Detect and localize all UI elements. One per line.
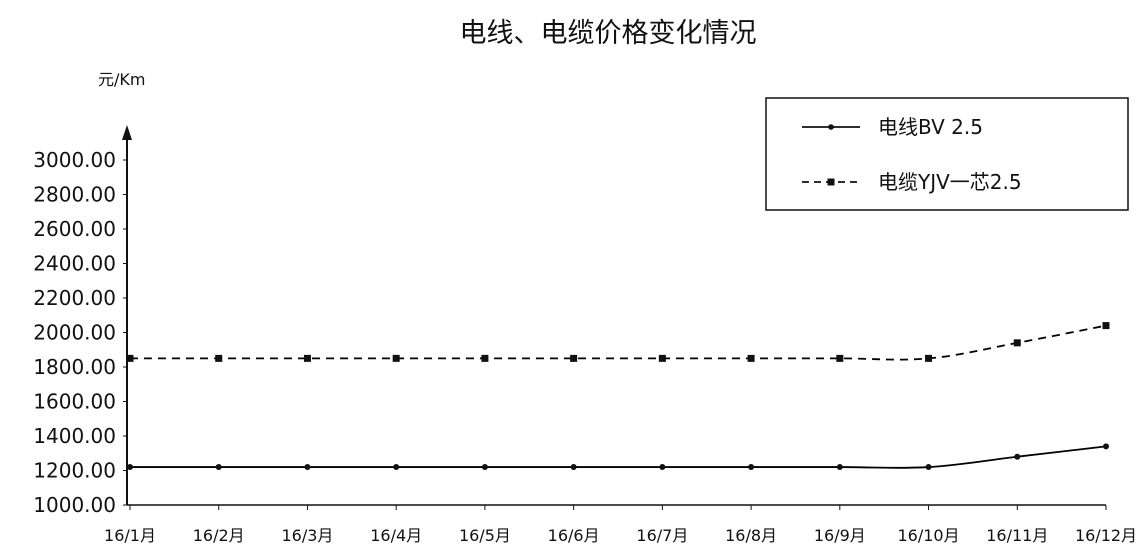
x-tick-label: 16/2月 [193,526,245,545]
legend-marker-cable [827,178,835,186]
x-tick-label: 16/8月 [725,526,777,545]
y-tick-label: 2200.00 [33,286,116,310]
legend: 电线BV 2.5 电缆YJV一芯2.5 [765,97,1129,211]
series-0-point [304,464,311,471]
legend-label-electric-wire: 电线BV 2.5 [878,115,983,139]
y-tick-label: 3000.00 [33,148,116,172]
series-1-point [303,354,311,362]
series-0-point [659,464,666,471]
series-1-point [392,354,400,362]
x-tick-label: 16/3月 [281,526,333,545]
legend-label-cable: 电缆YJV一芯2.5 [878,170,1022,194]
y-tick-label: 1600.00 [33,390,116,414]
series-1-point [658,354,666,362]
x-tick-label: 16/11月 [986,526,1048,545]
series-1-point [481,354,489,362]
y-tick-label: 1400.00 [33,424,116,448]
chart-title: 电线、电缆价格变化情况 [460,18,757,49]
y-tick-label: 2000.00 [33,321,116,345]
legend-marker-electric-wire [828,124,834,130]
series-0-point [925,464,932,471]
x-tick-label: 16/9月 [814,526,866,545]
series-layer [126,322,1110,471]
y-tick-label: 2800.00 [33,183,116,207]
series-0-point [127,464,133,471]
x-tick-label: 16/7月 [636,526,688,545]
x-tick-label: 16/10月 [897,526,959,545]
series-0-point [393,464,400,471]
series-0-point [481,464,488,471]
y-axis-ticks: 1000.00 1200.00 1400.00 1600.00 1800.00 2000.… [33,148,127,517]
series-0-point [748,464,755,471]
y-tick-label: 1200.00 [33,459,116,483]
legend-box [765,97,1129,211]
x-tick-label: 16/1月 [104,526,156,545]
series-1-point [747,354,755,362]
y-tick-label: 1800.00 [33,355,116,379]
y-axis-arrow-icon [122,125,132,140]
y-tick-label: 1000.00 [33,493,116,517]
x-tick-label: 16/12月 [1075,526,1137,545]
series-0-point [1014,453,1021,460]
axes [122,125,1106,506]
x-tick-label: 16/4月 [370,526,422,545]
series-1-point [1102,322,1110,330]
series-0-point [215,464,222,471]
series-0-point [570,464,577,471]
x-tick-label: 16/6月 [548,526,600,545]
series-1-point [1013,339,1021,347]
series-1-point [836,354,844,362]
series-line-0 [130,445,1107,469]
y-tick-label: 2600.00 [33,217,116,241]
x-axis-ticks: 16/1月 16/2月 16/3月 16/4月 16/5月 16/6月 16/7月 16/8月… [104,505,1137,545]
series-0-point [836,464,843,471]
series-0-point [1103,443,1109,450]
series-1-point [215,354,223,362]
series-1-point [925,354,933,362]
x-tick-label: 16/5月 [459,526,511,545]
series-1-point [570,354,578,362]
y-tick-label: 2400.00 [33,252,116,276]
series-line-1 [129,324,1107,361]
series-1-point [126,354,134,362]
y-axis-unit-label: 元/Km [98,70,145,89]
